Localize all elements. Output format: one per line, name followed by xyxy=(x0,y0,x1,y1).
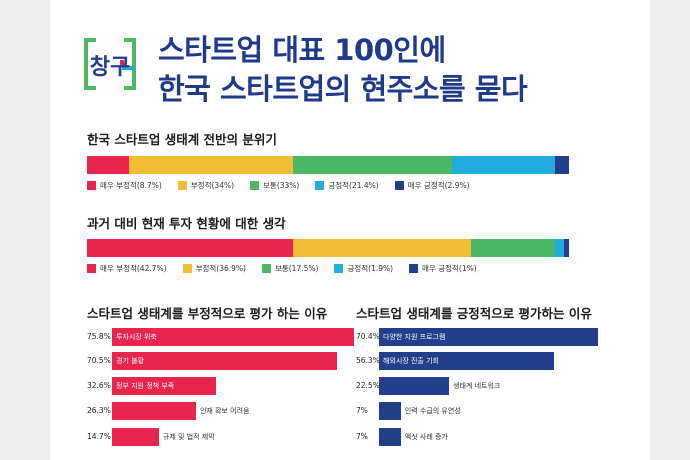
legend-2: 매우 부정적(42.7%) 부정적(36.9%) 보통(17.5%) 긍정적(1.9%… xyxy=(87,263,493,274)
legend-label: 부정적(36.9%) xyxy=(195,264,246,273)
infographic-page: 창구 스타트업 대표 100인에 한국 스타트업의 현주소를 묻다 한국 스타트… xyxy=(50,0,650,460)
legend-label: 긍정적(1.9%) xyxy=(347,264,394,273)
stacked-segment xyxy=(470,239,555,257)
legend-label: 매우 부정적(8.7%) xyxy=(100,181,162,190)
bar-category-label: 인력 수급의 유연성 xyxy=(404,407,461,415)
main-title-line2: 한국 스타트업의 현주소를 묻다 xyxy=(158,72,528,106)
bar xyxy=(379,377,450,395)
stacked-segment xyxy=(555,239,565,257)
bar xyxy=(112,352,338,370)
stacked-segment xyxy=(292,239,471,257)
stacked-segment xyxy=(451,156,555,174)
bar-category-label: 경기 불황 xyxy=(116,357,144,365)
bar-category-label: 해외시장 진출 기회 xyxy=(383,357,439,365)
svg-text:창구: 창구 xyxy=(90,55,130,80)
legend-swatch xyxy=(182,264,192,273)
stacked-bar-2 xyxy=(87,239,569,257)
legend-item: 매우 긍정적(2.9%) xyxy=(394,180,470,191)
bar-category-label: 엑싯 사례 증가 xyxy=(404,433,448,441)
bar-category-label: 정부 지원 정책 부족 xyxy=(116,382,175,390)
legend-label: 부정적(34%) xyxy=(190,181,235,190)
bar-value-label: 14.7% xyxy=(87,432,111,441)
bar-value-label: 7% xyxy=(356,432,368,441)
legend-swatch xyxy=(334,264,344,273)
bar xyxy=(112,402,196,420)
legend-label: 긍정적(21.4%) xyxy=(328,181,379,190)
legend-swatch xyxy=(177,181,187,190)
bar-value-label: 70.4% xyxy=(356,332,380,341)
stacked-segment xyxy=(292,156,452,174)
legend-label: 보통(33%) xyxy=(263,181,300,190)
bar-category-label: 규제 및 법적 제약 xyxy=(162,433,215,441)
bar-category-label: 인재 확보 어려움 xyxy=(199,407,250,415)
legend-item: 매우 긍정적(1%) xyxy=(409,263,477,274)
bar-value-label: 70.5% xyxy=(87,356,111,365)
legend-item: 보통(33%) xyxy=(250,180,299,191)
legend-label: 매우 긍정적(2.9%) xyxy=(407,181,470,190)
legend-label: 매우 긍정적(1%) xyxy=(422,264,477,273)
legend-swatch xyxy=(315,181,325,190)
legend-item: 매우 부정적(42.7%) xyxy=(87,263,167,274)
stacked-segment xyxy=(564,239,569,257)
bar-value-label: 22.5% xyxy=(356,381,380,390)
bar-value-label: 26.3% xyxy=(87,406,111,415)
stacked-segment xyxy=(128,156,293,174)
legend-swatch xyxy=(87,264,96,273)
legend-1: 매우 부정적(8.7%) 부정적(34%) 보통(33%) 긍정적(21.4%) 매우 … xyxy=(87,180,486,191)
legend-label: 보통(17.5%) xyxy=(274,264,319,273)
legend-item: 긍정적(21.4%) xyxy=(315,180,379,191)
bar xyxy=(379,402,401,420)
bar-chart-title-2: 스타트업 생태계를 긍정적으로 평가하는 이유 xyxy=(356,306,592,321)
bar-value-label: 7% xyxy=(356,406,368,415)
stacked-bar-1 xyxy=(87,156,569,174)
bar xyxy=(379,352,555,370)
bar-value-label: 56.3% xyxy=(356,356,380,365)
stacked-chart-title-1: 한국 스타트업 생태계 전반의 분위기 xyxy=(87,132,277,147)
stacked-chart-title-2: 과거 대비 현재 투자 현황에 대한 생각 xyxy=(87,216,286,231)
legend-item: 매우 부정적(8.7%) xyxy=(87,180,162,191)
stacked-segment xyxy=(87,239,293,257)
stacked-segment xyxy=(554,156,569,174)
bar-value-label: 32.6% xyxy=(87,381,111,390)
main-title-line1: 스타트업 대표 100인에 xyxy=(158,33,446,67)
stacked-segment xyxy=(87,156,129,174)
bar xyxy=(112,377,217,395)
legend-item: 긍정적(1.9%) xyxy=(334,263,393,274)
legend-item: 부정적(36.9%) xyxy=(182,263,246,274)
changgu-logo: 창구 xyxy=(84,38,136,90)
bar xyxy=(379,328,599,346)
bar xyxy=(112,428,159,446)
legend-item: 부정적(34%) xyxy=(177,180,235,191)
bar-category-label: 생태계 네트워크 xyxy=(453,382,501,390)
bar-category-label: 다양한 지원 프로그램 xyxy=(383,333,446,341)
legend-swatch xyxy=(409,264,419,273)
bar xyxy=(379,428,401,446)
bar-chart-title-1: 스타트업 생태계를 부정적으로 평가 하는 이유 xyxy=(87,306,328,321)
legend-swatch xyxy=(394,181,404,190)
legend-label: 매우 부정적(42.7%) xyxy=(100,264,167,273)
legend-item: 보통(17.5%) xyxy=(261,263,319,274)
legend-swatch xyxy=(87,181,96,190)
legend-swatch xyxy=(261,264,271,273)
bar-category-label: 투자시장 위축 xyxy=(116,333,157,341)
legend-swatch xyxy=(250,181,260,190)
bar-value-label: 75.8% xyxy=(87,332,111,341)
bar xyxy=(112,328,354,346)
